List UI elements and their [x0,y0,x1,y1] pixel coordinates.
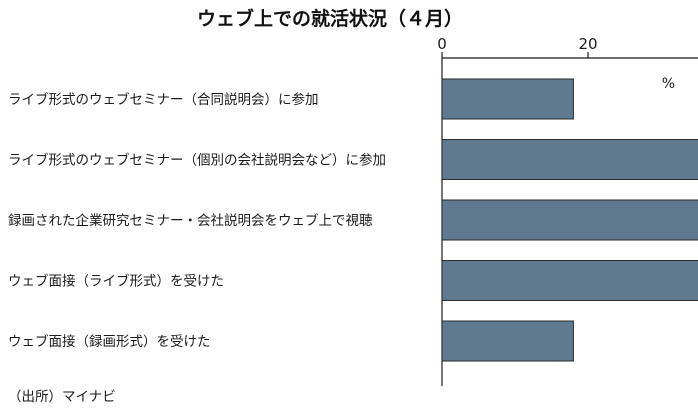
category-label: ライブ形式のウェブセミナー（合同説明会）に参加 [8,91,319,108]
x-tick-label: 20 [578,35,597,53]
bar [441,320,574,362]
bar [441,199,698,241]
bar [441,139,698,180]
category-label: ライブ形式のウェブセミナー（個別の会社説明会など）に参加 [8,152,386,169]
source-note: （出所）マイナビ [8,389,116,405]
chart-title: ウェブ上での就活状況（４月） [197,7,463,30]
category-label: ウェブ面接（ライブ形式）を受けた [8,273,224,290]
bar [441,78,574,120]
unit-label: % [662,76,675,92]
category-label: ウェブ面接（録画形式）を受けた [8,333,211,350]
category-label: 録画された企業研究セミナー・会社説明会をウェブ上で視聴 [8,212,373,229]
x-tick-label: 0 [437,35,447,53]
bar [441,260,698,301]
category-labels: ライブ形式のウェブセミナー（合同説明会）に参加ライブ形式のウェブセミナー（個別の… [8,91,386,350]
bars [441,78,698,362]
